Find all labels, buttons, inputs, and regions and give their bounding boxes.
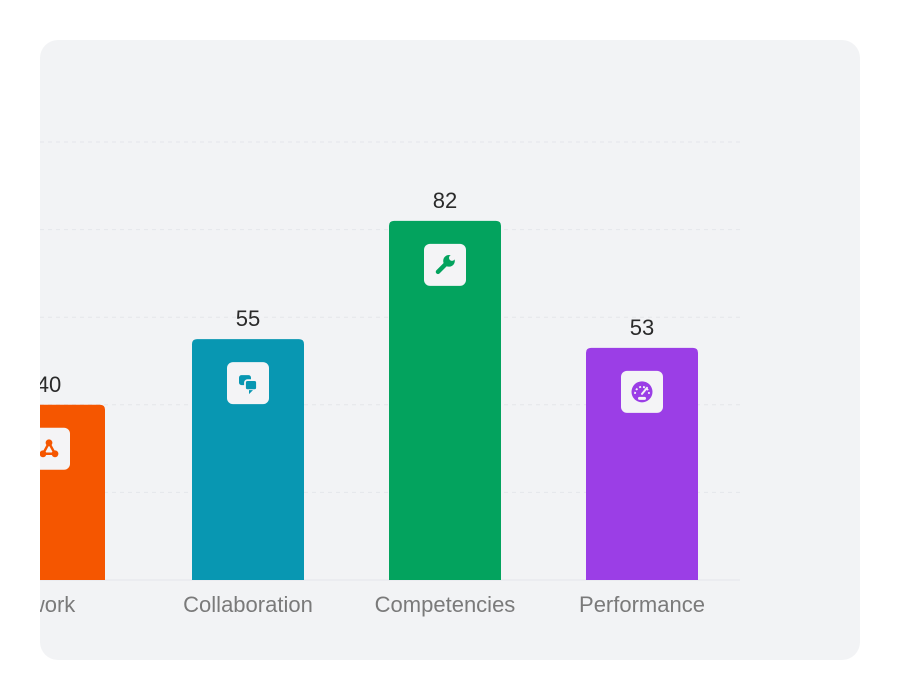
bars xyxy=(40,220,698,580)
category-label: Performance xyxy=(579,592,705,617)
category-label: Collaboration xyxy=(183,592,313,617)
chat-bubbles-icon xyxy=(239,375,258,395)
icon-tile xyxy=(40,427,70,470)
category-label: Competencies xyxy=(375,592,516,617)
value-label: 82 xyxy=(433,188,457,213)
bar-competencies xyxy=(389,220,501,580)
bar-chart: 40 twork 55 Collaboration 82 Competencies 53 Pe… xyxy=(40,141,740,617)
labels: 40 twork 55 Collaboration 82 Competencies 53 Pe… xyxy=(40,188,705,617)
speedometer-icon xyxy=(631,381,653,403)
chart-card: 40 twork 55 Collaboration 82 Competencies 53 Pe… xyxy=(40,40,860,660)
bar-performance xyxy=(586,347,698,580)
value-label: 53 xyxy=(630,315,654,340)
category-label: twork xyxy=(40,592,76,617)
value-label: 55 xyxy=(236,306,260,331)
network-icon xyxy=(40,439,59,458)
bar-collaboration xyxy=(192,339,304,580)
value-label: 40 xyxy=(40,372,61,397)
wrench-icon xyxy=(435,254,455,275)
